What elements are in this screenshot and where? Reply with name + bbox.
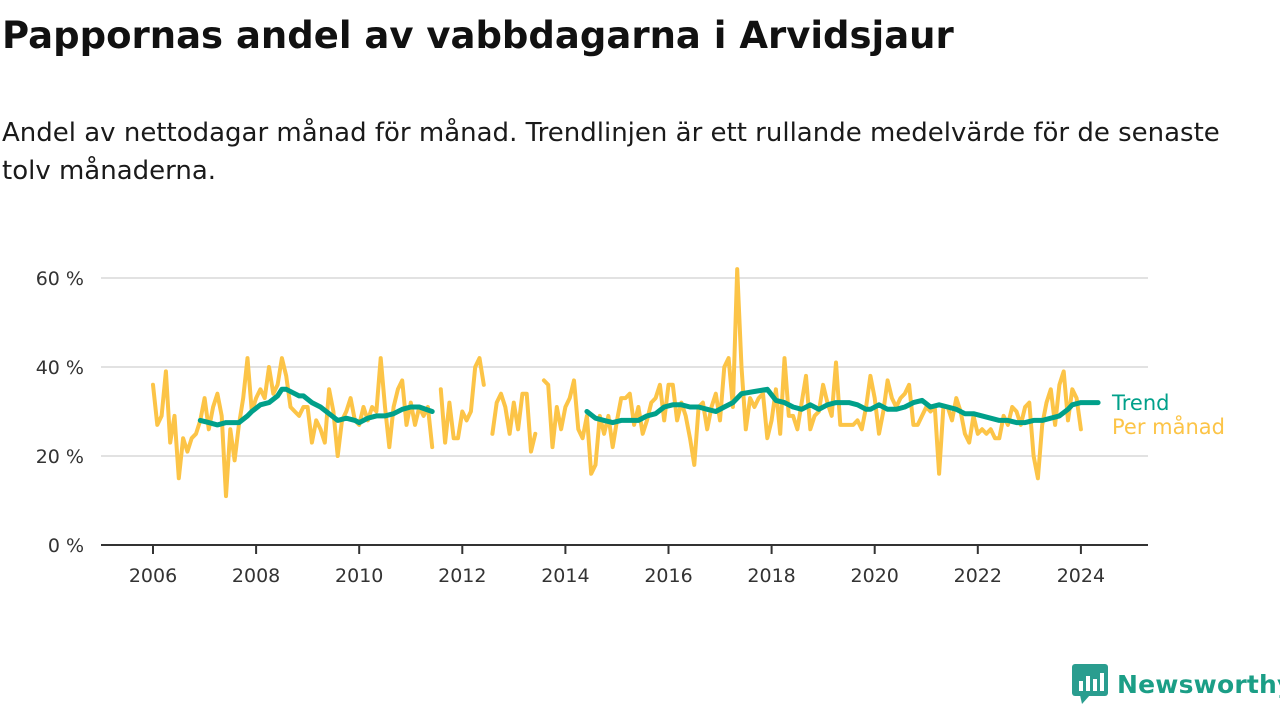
series-line-trend-segment-1 [197, 386, 435, 428]
brand-name: Newsworthy [1117, 669, 1280, 699]
x-tick-label: 2024 [1057, 565, 1105, 587]
brand-footer: Newsworthy [1072, 664, 1280, 704]
chart-title: Pappornas andel av vabbdagarna i Arvidsj… [2, 14, 954, 57]
x-tick-label: 2010 [335, 565, 383, 587]
x-tick-label: 2012 [438, 565, 486, 587]
series-line-trend-segment-2 [584, 386, 1101, 426]
legend-monthly-label: Per månad [1112, 414, 1225, 439]
x-tick-label: 2018 [747, 565, 795, 587]
y-tick-label: 0 % [48, 535, 84, 557]
x-tick-label: 2020 [851, 565, 899, 587]
x-tick-label: 2016 [644, 565, 692, 587]
x-tick-label: 2014 [541, 565, 589, 587]
x-tick-label: 2008 [232, 565, 280, 587]
newsworthy-chart-logo-icon [1072, 664, 1108, 704]
x-tick-label: 2022 [954, 565, 1002, 587]
x-tick-label: 2006 [129, 565, 177, 587]
y-tick-label: 20 % [36, 446, 84, 468]
chart-subtitle: Andel av nettodagar månad för månad. Tre… [2, 118, 1220, 186]
series-line-per-manad-segment-4 [541, 267, 1083, 481]
x-axis: 2006 2008 2010 2012 2014 2016 2018 2020 2022 2024 [101, 544, 1148, 587]
series-line-per-manad-segment-2 [438, 356, 486, 445]
y-tick-label: 40 % [36, 357, 84, 379]
gridlines [101, 277, 1148, 457]
series-line-per-manad-segment-1 [151, 356, 435, 499]
series-line-per-manad-segment-3 [490, 391, 538, 454]
series-lines [151, 267, 1101, 499]
legend-trend-label: Trend [1111, 391, 1169, 415]
legend: Trend Per månad [1111, 391, 1225, 439]
y-axis: 0 % 20 % 40 % 60 % [36, 268, 84, 557]
y-tick-label: 60 % [36, 268, 84, 290]
